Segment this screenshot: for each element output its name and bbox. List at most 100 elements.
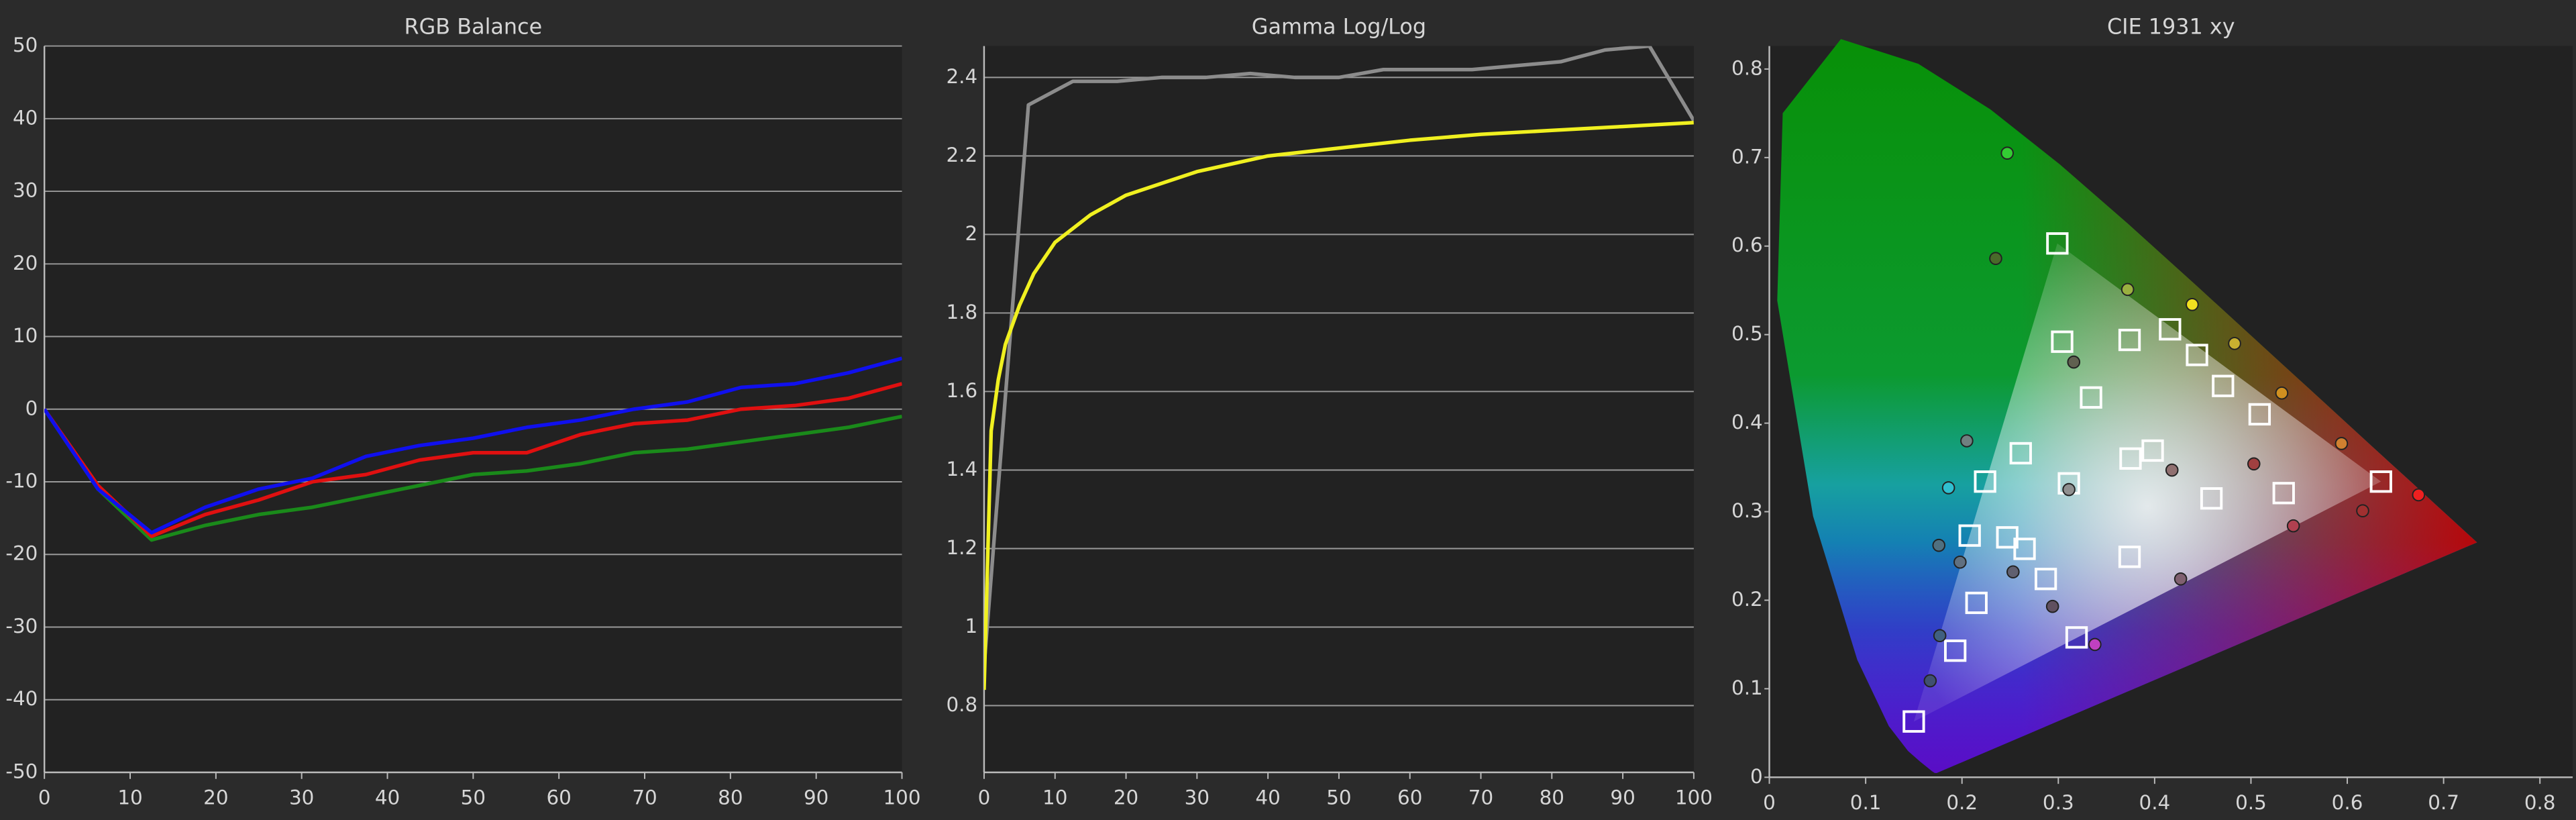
y-tick-label: 0.8 [946,693,977,716]
x-tick-label: 60 [1397,786,1422,809]
measured-point [2228,337,2241,350]
x-tick-label: 0.5 [2235,791,2267,814]
x-tick-label: 0.2 [1946,791,1978,814]
measured-point [2356,504,2369,518]
series-line [983,46,1694,667]
measured-point [2275,386,2289,400]
x-tick-label: 70 [632,786,657,809]
measured-point [2412,488,2426,502]
series-line [44,408,902,542]
measured-point [1989,252,2002,266]
y-tick-label: 1 [965,615,977,637]
series-line [44,356,902,535]
measured-point [1960,434,1974,448]
y-tick-label: -10 [5,470,38,493]
chart-title: RGB Balance [405,14,543,40]
y-tick-label: 1.2 [946,536,977,559]
measured-point [2286,519,2300,533]
x-tick-label: 40 [1255,786,1280,809]
x-tick-label: 30 [1185,786,1210,809]
y-tick-label: 1.4 [946,458,977,480]
measured-point [2174,572,2188,586]
x-tick-label: 0.4 [2139,791,2171,814]
y-tick-label: 0.7 [1731,145,1763,168]
target-point [2051,330,2074,353]
y-tick-label: -50 [5,760,38,782]
y-tick-label: 0.6 [1731,234,1763,256]
target-point [1965,591,1988,615]
target-point [2080,386,2102,409]
target-point [2009,442,2032,465]
y-tick-label: -20 [5,542,38,565]
y-tick-label: -30 [5,615,38,637]
y-tick-label: 0.4 [1731,411,1763,433]
x-tick-label: 100 [1675,786,1713,809]
target-point [2248,403,2271,426]
y-tick-label: 10 [13,324,38,347]
x-tick-label: 50 [461,786,486,809]
y-tick-label: 0.1 [1731,676,1763,699]
x-tick-label: 20 [203,786,228,809]
y-tick-label: 0 [1750,765,1763,788]
target-point [2212,374,2235,397]
y-tick-label: -40 [5,687,38,710]
x-tick-label: 0.7 [2428,791,2459,814]
x-tick-label: 100 [883,786,920,809]
y-tick-label: 30 [13,179,38,202]
srgb-gamut [1913,243,2381,722]
y-tick-label: 2.4 [946,65,977,88]
y-tick-label: 0.5 [1731,322,1763,345]
x-tick-label: 30 [289,786,314,809]
x-tick-label: 20 [1114,786,1138,809]
y-tick-label: 20 [13,252,38,274]
y-tick-label: 0.2 [1731,588,1763,611]
x-tick-label: 0.1 [1850,791,1882,814]
x-tick-label: 70 [1468,786,1493,809]
x-tick-label: 0.3 [2043,791,2074,814]
x-tick-label: 80 [718,786,743,809]
plot-area [983,46,1694,772]
target-point [2200,487,2223,510]
target-point [2046,232,2069,255]
y-tick-label: 1.8 [946,301,977,323]
target-point [2118,546,2141,568]
measured-point [1933,629,1947,643]
target-point [1996,526,2019,549]
y-tick-label: 0 [25,397,38,419]
x-tick-label: 80 [1540,786,1564,809]
x-tick-label: 60 [546,786,571,809]
target-point [2159,318,2182,341]
target-point [2119,447,2142,470]
target-point [2272,482,2295,505]
target-point [2369,470,2392,493]
target-point [2186,344,2208,366]
y-tick-label: 0.8 [1731,56,1763,79]
measured-point [2088,637,2102,652]
target-point [1943,639,1967,662]
chart-title: Gamma Log/Log [1252,14,1426,40]
x-tick-label: 50 [1326,786,1351,809]
y-tick-label: 2.2 [946,144,977,166]
measured-point [2121,283,2135,297]
x-tick-label: 90 [804,786,828,809]
measured-point [2165,463,2179,477]
measured-point [2000,146,2014,160]
measured-point [2062,482,2076,497]
measured-point [2247,457,2261,471]
x-tick-label: 0.8 [2524,791,2556,814]
measured-point [1941,481,1955,495]
x-tick-label: 0 [1763,791,1776,814]
target-point [2013,537,2036,560]
measured-point [2334,437,2349,450]
y-tick-label: 40 [13,106,38,129]
x-tick-label: 40 [375,786,400,809]
measured-point [1932,538,1946,552]
target-point [1902,710,1925,733]
measured-point [2045,599,2059,613]
y-tick-label: 50 [13,34,38,56]
x-tick-label: 10 [1042,786,1067,809]
target-point [1958,524,1981,547]
measured-point [1923,674,1937,688]
